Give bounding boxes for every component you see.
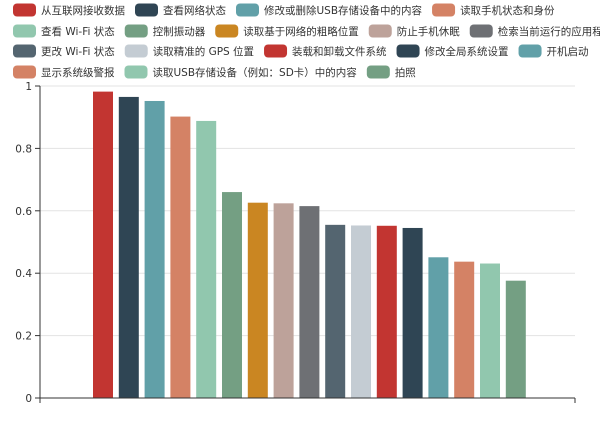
- legend-swatch[interactable]: [13, 3, 36, 17]
- legend-swatch[interactable]: [135, 3, 158, 17]
- legend-label[interactable]: 修改或删除USB存储设备中的内容: [264, 4, 423, 17]
- bars: [93, 91, 526, 399]
- y-tick-label: 0.6: [15, 206, 32, 218]
- bar[interactable]: [144, 100, 165, 398]
- bar[interactable]: [299, 206, 320, 398]
- legend-swatch[interactable]: [13, 65, 36, 79]
- legend-label[interactable]: 读取基于网络的粗略位置: [243, 25, 359, 38]
- legend-label[interactable]: 开机启动: [547, 45, 589, 58]
- bar[interactable]: [428, 257, 449, 398]
- bar[interactable]: [351, 225, 371, 398]
- legend-swatch[interactable]: [13, 24, 36, 38]
- legend-swatch[interactable]: [432, 3, 456, 17]
- legend-label[interactable]: 查看 Wi-Fi 状态: [41, 25, 115, 38]
- x-axis: [39, 397, 576, 403]
- bar[interactable]: [505, 280, 526, 398]
- bar[interactable]: [402, 227, 423, 398]
- legend-label[interactable]: 拍照: [395, 66, 416, 79]
- y-tick-label: 0.4: [15, 268, 32, 280]
- bar[interactable]: [325, 224, 346, 398]
- legend-label[interactable]: 控制振动器: [153, 25, 206, 38]
- bar[interactable]: [170, 116, 191, 399]
- legend-swatch[interactable]: [368, 24, 392, 38]
- bar[interactable]: [480, 263, 500, 398]
- legend-label[interactable]: 读取手机状态和身份: [460, 4, 555, 17]
- bar[interactable]: [196, 120, 217, 398]
- legend-swatch[interactable]: [518, 44, 542, 58]
- legend-swatch[interactable]: [469, 24, 493, 38]
- legend-label[interactable]: 从互联网接收数据: [41, 4, 125, 17]
- bar[interactable]: [118, 96, 139, 399]
- legend-swatch[interactable]: [264, 44, 288, 58]
- legend-label[interactable]: 更改 Wi-Fi 状态: [41, 45, 115, 58]
- bar[interactable]: [273, 203, 294, 398]
- legend-swatch[interactable]: [215, 24, 239, 38]
- y-axis: 0 0.2 0.4 0.6 0.8 1: [15, 81, 41, 405]
- legend-swatch[interactable]: [124, 65, 148, 79]
- legend-label[interactable]: 读取精准的 GPS 位置: [153, 45, 254, 58]
- legend-label[interactable]: 查看网络状态: [163, 4, 226, 17]
- legend-label[interactable]: 防止手机休眠: [397, 25, 460, 38]
- legend-label[interactable]: 修改全局系统设置: [425, 45, 509, 58]
- legend-swatch[interactable]: [396, 44, 420, 58]
- legend-swatch[interactable]: [124, 24, 148, 38]
- legend-swatch[interactable]: [366, 65, 390, 79]
- legend-label[interactable]: 检索当前运行的应用程序: [498, 25, 600, 38]
- bar[interactable]: [454, 261, 475, 398]
- legend-label[interactable]: 装载和卸载文件系统: [292, 45, 387, 58]
- legend-label[interactable]: 读取USB存储设备（例如：SD卡）中的内容: [153, 66, 358, 79]
- legend: 从互联网接收数据 查看网络状态 修改或删除USB存储设备中的内容 读取手机状态和身份查…: [13, 3, 600, 79]
- bar[interactable]: [222, 192, 242, 398]
- bar[interactable]: [93, 91, 113, 398]
- legend-swatch[interactable]: [13, 44, 36, 58]
- y-tick-label: 1: [25, 81, 32, 93]
- legend-label[interactable]: 显示系统级警报: [41, 66, 115, 79]
- legend-swatch[interactable]: [236, 3, 259, 17]
- y-tick-label: 0: [25, 393, 32, 405]
- y-tick-label: 0.8: [15, 143, 32, 155]
- y-tick-label: 0.2: [15, 331, 32, 343]
- bar[interactable]: [247, 202, 268, 398]
- bar[interactable]: [376, 225, 397, 398]
- legend-swatch[interactable]: [124, 44, 148, 58]
